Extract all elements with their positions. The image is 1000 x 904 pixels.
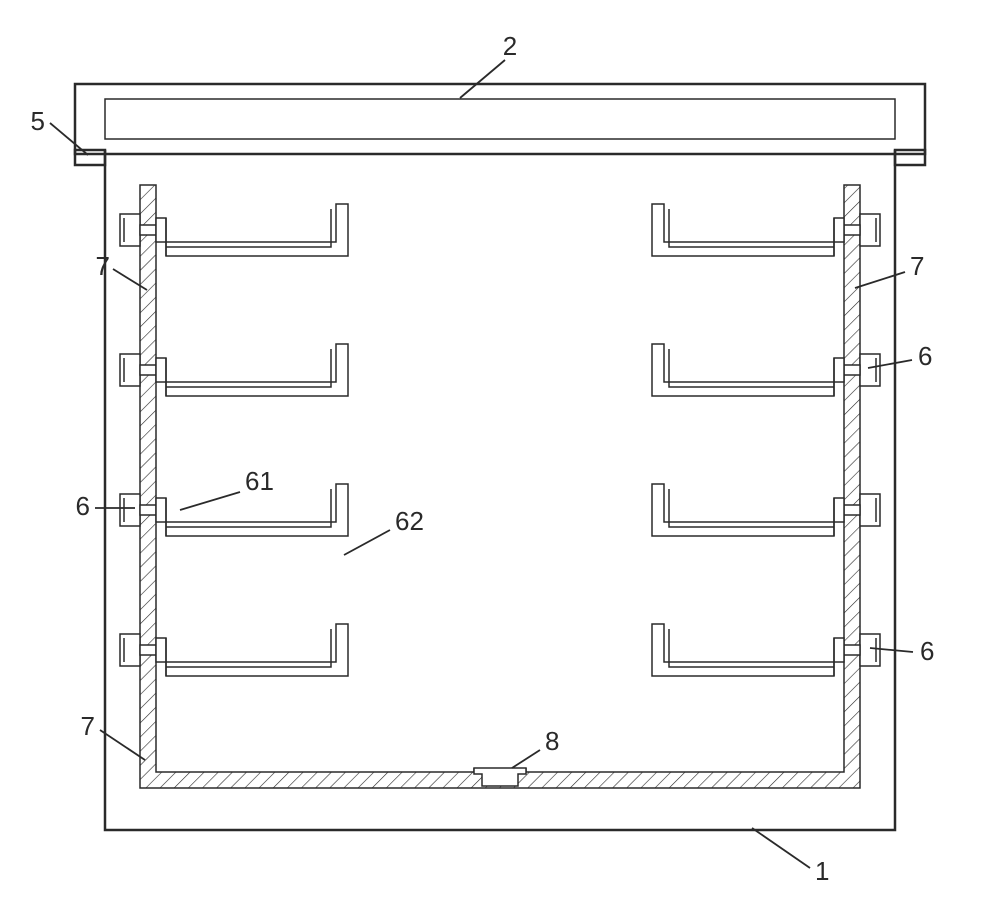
callout-label: 2 (503, 31, 517, 61)
callout-label: 61 (245, 466, 274, 496)
brackets (120, 204, 880, 676)
lid (75, 84, 925, 165)
callout-label: 7 (81, 711, 95, 741)
bracket-tray (166, 204, 348, 256)
callout-label: 6 (76, 491, 90, 521)
callout-label: 7 (910, 251, 924, 281)
bracket-tray (652, 624, 834, 676)
bracket-tray (652, 204, 834, 256)
main-box (105, 150, 895, 830)
bracket-tray (166, 344, 348, 396)
diagram-root: 2 5 7 7 6 6 61 62 6 7 8 1 (0, 0, 1000, 904)
bracket-tray (652, 484, 834, 536)
callout-label: 62 (395, 506, 424, 536)
bracket-tray (166, 624, 348, 676)
callout-label: 8 (545, 726, 559, 756)
bracket-tray (652, 344, 834, 396)
callout-label: 1 (815, 856, 829, 886)
callout-label: 5 (31, 106, 45, 136)
floor-socket (474, 768, 526, 786)
callout-label: 6 (918, 341, 932, 371)
callout-label: 7 (96, 251, 110, 281)
callout-label: 6 (920, 636, 934, 666)
labels: 2 5 7 7 6 6 61 62 6 7 8 1 (31, 31, 935, 886)
